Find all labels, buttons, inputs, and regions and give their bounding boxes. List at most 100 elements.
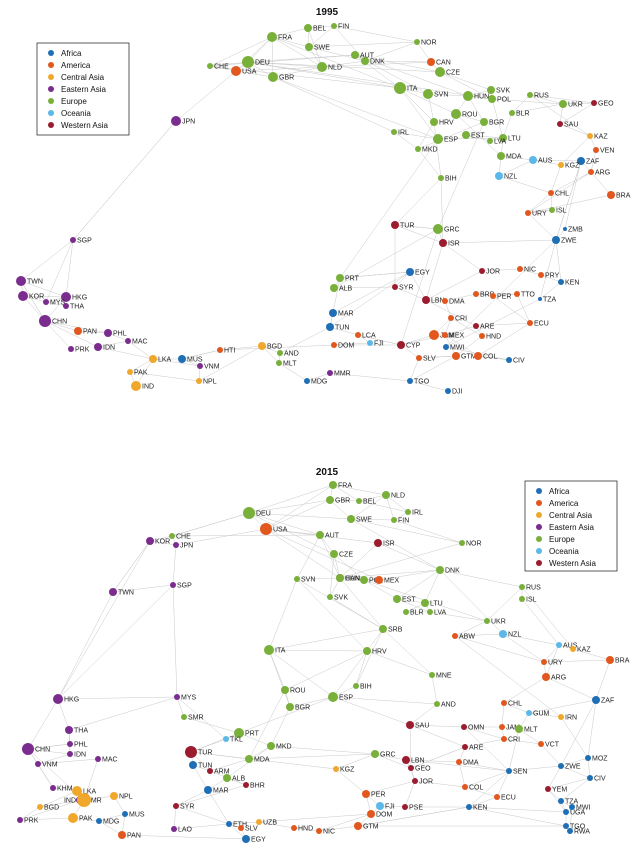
- node-tgo: TGO: [407, 378, 430, 386]
- edge: [363, 579, 398, 600]
- edge: [350, 518, 463, 544]
- node-dma: DMA: [442, 298, 465, 306]
- edge: [364, 60, 432, 63]
- edge: [516, 293, 531, 324]
- edge: [329, 499, 360, 502]
- edge: [528, 712, 562, 718]
- node-marker: [317, 62, 327, 72]
- node-label: PHL: [74, 742, 88, 749]
- node-marker: [68, 813, 78, 823]
- node-marker: [506, 357, 512, 363]
- node-marker: [231, 66, 241, 76]
- node-marker: [593, 147, 599, 153]
- node-cri: CRI: [501, 736, 520, 744]
- node-label: EST: [402, 597, 416, 604]
- node-label: SEN: [513, 769, 527, 776]
- node-zwe: ZWE: [552, 236, 577, 245]
- node-label: NOR: [421, 40, 437, 47]
- node-label: CRI: [455, 316, 467, 323]
- edge: [97, 340, 129, 348]
- edge: [209, 65, 401, 89]
- legend-marker: [48, 74, 54, 80]
- node-label: CHE: [176, 534, 191, 541]
- node-lva: LVA: [487, 138, 507, 146]
- edge: [560, 765, 591, 779]
- node-marker: [494, 794, 500, 800]
- edge: [238, 732, 272, 747]
- node-label: CIV: [513, 358, 525, 365]
- node-label: PER: [497, 294, 511, 301]
- node-label: MUS: [187, 357, 203, 364]
- node-marker: [327, 594, 333, 600]
- node-mac: MAC: [95, 756, 118, 764]
- node-label: JOR: [419, 779, 433, 786]
- edge: [454, 620, 488, 637]
- node-label: MWI: [576, 805, 590, 812]
- edge: [560, 699, 597, 767]
- legend-label: Western Asia: [61, 121, 109, 130]
- node-marker: [442, 298, 448, 304]
- node-label: VNM: [42, 762, 58, 769]
- edge: [366, 650, 433, 676]
- node-marker: [375, 576, 383, 584]
- edge: [468, 806, 567, 813]
- edge: [394, 177, 442, 226]
- node-label: PRK: [24, 818, 39, 825]
- node-svn: SVN: [423, 89, 448, 99]
- node-cri: CRI: [448, 315, 467, 323]
- node-marker: [487, 138, 493, 144]
- edge: [332, 696, 438, 705]
- node-prt: PRT: [234, 728, 260, 738]
- node-label: ZMB: [568, 227, 583, 234]
- edge: [414, 780, 466, 788]
- node-gbr: GBR: [268, 72, 294, 82]
- node-gtm: GTM: [452, 352, 477, 361]
- node-label: LAO: [178, 827, 193, 834]
- node-civ: CIV: [506, 357, 525, 365]
- node-label: MAR: [213, 788, 229, 795]
- node-marker: [506, 768, 512, 774]
- node-label: LKA: [83, 789, 97, 796]
- node-phl: PHL: [104, 329, 127, 338]
- edge: [444, 300, 452, 319]
- node-marker: [260, 523, 272, 535]
- node-hkg: HKG: [53, 694, 79, 704]
- node-marker: [196, 378, 202, 384]
- node-marker: [412, 778, 418, 784]
- node-mac: MAC: [125, 338, 148, 346]
- node-label: HND: [486, 334, 501, 341]
- node-marker: [39, 315, 51, 327]
- node-marker: [463, 91, 473, 101]
- node-pse: PSE: [402, 804, 423, 812]
- node-srb: SRB: [379, 625, 403, 634]
- node-label: HRV: [439, 120, 454, 127]
- node-label: MDA: [254, 757, 270, 764]
- node-civ: CIV: [587, 775, 606, 783]
- node-label: MAC: [102, 757, 118, 764]
- edge: [329, 499, 352, 520]
- node-marker: [243, 782, 249, 788]
- legend-item-america: America: [536, 499, 579, 508]
- edge: [97, 346, 154, 360]
- edges-2015: [19, 484, 611, 840]
- node-label: BGR: [489, 120, 504, 127]
- node-label: VCT: [545, 742, 560, 749]
- legend-item-central-asia: Central Asia: [48, 73, 105, 82]
- node-label: LKA: [158, 357, 172, 364]
- edge: [492, 295, 531, 324]
- node-marker: [607, 191, 615, 199]
- node-hnd: HND: [291, 825, 313, 833]
- edge: [464, 738, 505, 748]
- edge: [486, 586, 523, 622]
- edge: [364, 41, 418, 62]
- node-pan: PAN: [118, 831, 141, 840]
- node-marker: [592, 696, 600, 704]
- edge: [248, 512, 352, 520]
- node-bgd: BGD: [258, 342, 282, 351]
- node-label: MNE: [436, 673, 452, 680]
- node-marker: [354, 822, 362, 830]
- node-label: BGR: [295, 705, 310, 712]
- node-label: SRB: [388, 627, 403, 634]
- node-marker: [563, 823, 569, 829]
- node-marker: [361, 57, 369, 65]
